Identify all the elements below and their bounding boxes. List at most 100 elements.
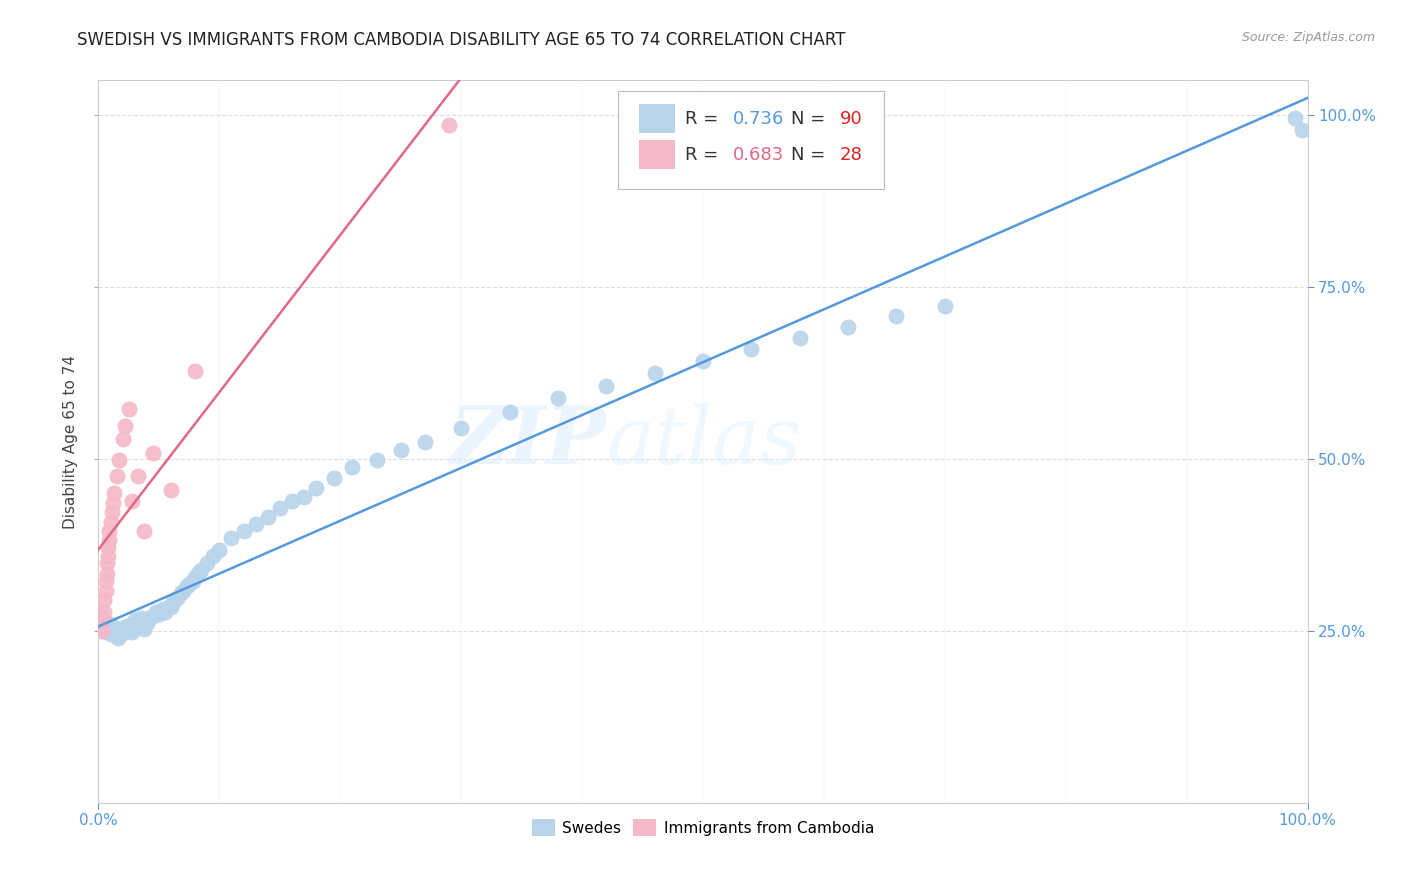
Point bbox=[305, 481, 328, 495]
Point bbox=[179, 577, 201, 591]
Point bbox=[108, 453, 131, 467]
Point bbox=[692, 354, 714, 368]
Point bbox=[97, 620, 120, 634]
Point bbox=[96, 557, 118, 571]
Point bbox=[172, 583, 194, 598]
Point bbox=[127, 618, 149, 632]
Point bbox=[91, 610, 114, 624]
Text: N =: N = bbox=[792, 145, 831, 164]
Point bbox=[105, 469, 128, 483]
Point bbox=[121, 625, 143, 640]
Point bbox=[208, 542, 231, 557]
Point bbox=[837, 319, 859, 334]
Point bbox=[96, 625, 118, 640]
Point bbox=[142, 446, 165, 460]
Point bbox=[98, 533, 121, 547]
Point bbox=[134, 623, 156, 637]
Point bbox=[595, 379, 617, 393]
FancyBboxPatch shape bbox=[619, 91, 884, 189]
Point bbox=[100, 618, 122, 632]
Point bbox=[97, 615, 120, 630]
Point bbox=[117, 624, 139, 638]
Point bbox=[100, 624, 122, 638]
Point bbox=[111, 433, 134, 447]
Point bbox=[100, 515, 122, 529]
Point bbox=[245, 517, 267, 532]
Point bbox=[91, 611, 114, 625]
Text: atlas: atlas bbox=[606, 403, 801, 480]
Text: ZIP: ZIP bbox=[450, 403, 606, 480]
Text: 0.683: 0.683 bbox=[734, 145, 785, 164]
Point bbox=[389, 443, 412, 458]
Point bbox=[120, 623, 142, 637]
Point bbox=[342, 460, 364, 475]
Point bbox=[176, 579, 198, 593]
Point bbox=[934, 299, 956, 313]
Point bbox=[103, 624, 125, 638]
Point bbox=[98, 620, 121, 634]
Text: Source: ZipAtlas.com: Source: ZipAtlas.com bbox=[1241, 31, 1375, 45]
Point bbox=[118, 618, 141, 632]
Text: 0.736: 0.736 bbox=[734, 110, 785, 128]
Point bbox=[195, 557, 218, 571]
Point bbox=[103, 627, 125, 641]
Point bbox=[91, 624, 114, 638]
Point bbox=[103, 486, 125, 500]
Point bbox=[93, 592, 115, 607]
Point bbox=[160, 599, 183, 614]
Point bbox=[96, 567, 118, 582]
Point bbox=[142, 608, 165, 623]
Point bbox=[135, 615, 157, 630]
Point bbox=[110, 627, 132, 641]
Point bbox=[96, 622, 118, 636]
Point bbox=[886, 309, 908, 323]
Point bbox=[94, 624, 117, 638]
Point bbox=[366, 453, 388, 467]
Point bbox=[148, 607, 170, 621]
Text: R =: R = bbox=[685, 145, 724, 164]
Point bbox=[292, 490, 315, 504]
Point bbox=[127, 615, 149, 630]
Point bbox=[127, 469, 149, 483]
Point bbox=[94, 583, 117, 598]
Point bbox=[184, 570, 207, 584]
Point bbox=[97, 549, 120, 564]
Point bbox=[93, 614, 115, 628]
Point bbox=[93, 605, 115, 619]
Point bbox=[108, 625, 131, 640]
Point bbox=[740, 342, 762, 356]
Point bbox=[94, 618, 117, 632]
Legend: Swedes, Immigrants from Cambodia: Swedes, Immigrants from Cambodia bbox=[526, 814, 880, 842]
Point bbox=[111, 625, 134, 640]
Point bbox=[413, 434, 436, 449]
Point bbox=[100, 627, 122, 641]
Point bbox=[104, 625, 127, 640]
Point bbox=[162, 595, 184, 609]
Point bbox=[96, 616, 118, 631]
Point bbox=[98, 625, 121, 640]
Point bbox=[124, 614, 146, 628]
Point bbox=[181, 574, 204, 589]
Point bbox=[157, 599, 180, 614]
Point bbox=[789, 331, 811, 345]
Point bbox=[98, 524, 121, 538]
Point bbox=[187, 566, 209, 580]
Point bbox=[184, 364, 207, 378]
Point bbox=[105, 627, 128, 641]
Point bbox=[221, 531, 243, 545]
Point bbox=[134, 524, 156, 538]
Bar bbox=[638, 140, 675, 169]
Point bbox=[152, 601, 174, 615]
Point bbox=[114, 620, 136, 634]
Point bbox=[1291, 123, 1313, 137]
Point bbox=[323, 471, 346, 485]
Point bbox=[100, 620, 122, 634]
Point bbox=[498, 405, 520, 419]
Point bbox=[138, 611, 160, 625]
Point bbox=[101, 623, 124, 637]
Point bbox=[97, 624, 120, 638]
Point bbox=[121, 494, 143, 508]
Point bbox=[169, 586, 191, 600]
Point bbox=[93, 620, 115, 634]
Point bbox=[108, 623, 131, 637]
